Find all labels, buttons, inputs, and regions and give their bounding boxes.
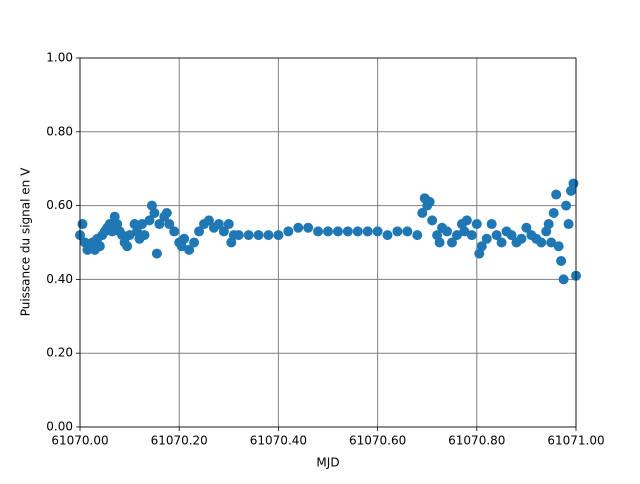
point [543, 219, 554, 230]
point [164, 219, 175, 230]
point [362, 226, 373, 237]
point [553, 241, 564, 252]
point [303, 222, 314, 233]
y-tick-label: 1.00 [46, 51, 73, 65]
point [558, 274, 569, 285]
point [184, 244, 195, 255]
y-tick-label: 0.20 [46, 346, 73, 360]
point [496, 237, 507, 248]
x-tick-label: 61070.00 [51, 434, 108, 448]
y-tick-label: 0.40 [46, 272, 73, 286]
point [459, 226, 470, 237]
point [434, 237, 445, 248]
point [516, 233, 527, 244]
point [122, 241, 133, 252]
point [253, 230, 264, 241]
x-axis-label: MJD [316, 456, 339, 470]
point [332, 226, 343, 237]
point [107, 226, 118, 237]
point [352, 226, 363, 237]
point [536, 237, 547, 248]
point [447, 237, 457, 248]
point [283, 226, 294, 237]
point [561, 200, 572, 211]
point [382, 230, 393, 241]
x-tick-label: 61070.80 [448, 434, 505, 448]
point [233, 230, 244, 241]
y-tick-label: 0.00 [46, 420, 73, 434]
point [203, 215, 214, 226]
point [313, 226, 324, 237]
point [506, 230, 517, 241]
point [139, 230, 150, 241]
point [144, 215, 155, 226]
y-tick-label: 0.80 [46, 124, 73, 138]
point [417, 207, 428, 218]
x-tick-label: 61071.00 [547, 434, 604, 448]
point [546, 237, 557, 248]
point [137, 219, 147, 230]
point [402, 226, 413, 237]
point [548, 207, 559, 218]
point [243, 230, 254, 241]
point [151, 248, 162, 259]
x-tick-label: 61070.60 [349, 434, 406, 448]
point [213, 219, 224, 230]
point [563, 219, 574, 230]
point [94, 241, 105, 252]
x-tick-label: 61070.40 [250, 434, 307, 448]
point [466, 230, 477, 241]
y-axis-label: Puissance du signal en V [19, 167, 33, 316]
point [471, 219, 482, 230]
point [223, 219, 234, 230]
point [491, 230, 502, 241]
point [486, 219, 497, 230]
point [194, 226, 205, 237]
point [412, 230, 423, 241]
point [323, 226, 333, 237]
x-tick-label: 61070.20 [151, 434, 208, 448]
point [551, 189, 562, 200]
point [218, 226, 229, 237]
point [461, 215, 472, 226]
point [568, 178, 579, 189]
point [481, 233, 492, 244]
point [179, 233, 190, 244]
point [161, 207, 172, 218]
point [427, 215, 438, 226]
point [521, 222, 532, 233]
point [77, 219, 88, 230]
point [372, 226, 383, 237]
point [154, 219, 165, 230]
point [342, 226, 353, 237]
point [476, 241, 487, 252]
point [189, 237, 200, 248]
point [124, 230, 135, 241]
point [442, 226, 453, 237]
point [451, 230, 462, 241]
point [263, 230, 274, 241]
point [392, 226, 403, 237]
y-tick-label: 0.60 [46, 198, 73, 212]
point [149, 207, 160, 218]
plot-frame [79, 57, 577, 428]
point [556, 255, 567, 266]
point [424, 196, 435, 207]
point [273, 230, 284, 241]
point [293, 222, 304, 233]
point [169, 226, 180, 237]
